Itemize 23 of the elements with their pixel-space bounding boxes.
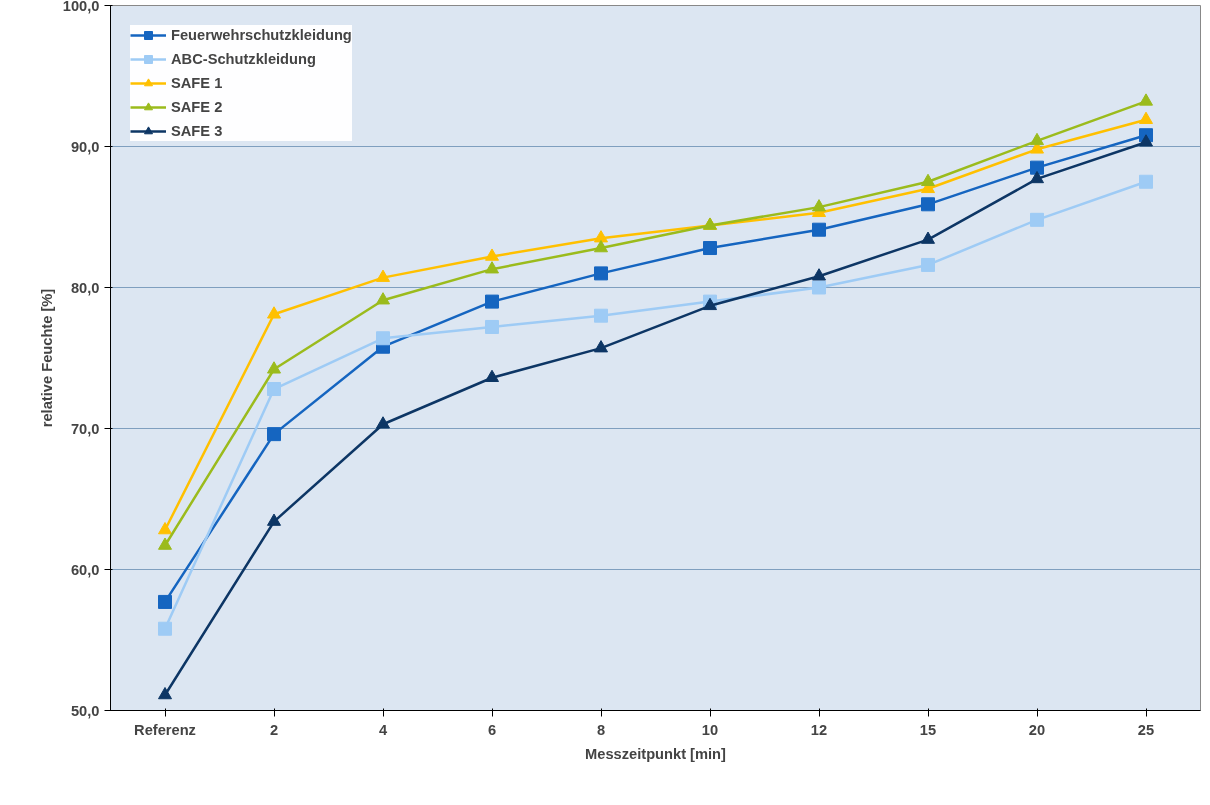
legend-label: SAFE 3	[171, 123, 223, 139]
y-tick-label: 100,0	[62, 0, 100, 14]
x-tick-label: 4	[378, 721, 388, 738]
x-tick-label: Referenz	[134, 721, 196, 738]
x-tick-label: 8	[596, 721, 606, 738]
x-axis-title: Messzeitpunkt [min]	[585, 745, 727, 762]
y-tick-label: 50,0	[70, 702, 100, 719]
y-tick-label: 70,0	[70, 420, 100, 437]
y-tick-label: 80,0	[70, 279, 100, 296]
x-tick-label: 12	[810, 721, 828, 738]
y-tick-label: 60,0	[70, 561, 100, 578]
x-tick-label: 15	[919, 721, 937, 738]
y-tick-label: 90,0	[70, 138, 100, 155]
x-tick-label: 6	[487, 721, 497, 738]
y-axis-title: relative Feuchte [%]	[38, 288, 55, 428]
x-tick-label: 10	[701, 721, 719, 738]
x-tick-label: 20	[1028, 721, 1046, 738]
legend-label: ABC-Schutzkleidung	[171, 51, 316, 67]
legend-label: SAFE 1	[171, 75, 223, 91]
legend-label: Feuerwehrschutzkleidung	[171, 27, 352, 43]
legend-label: SAFE 2	[171, 99, 223, 115]
x-tick-label: 2	[269, 721, 279, 738]
x-tick-label: 25	[1137, 721, 1155, 738]
